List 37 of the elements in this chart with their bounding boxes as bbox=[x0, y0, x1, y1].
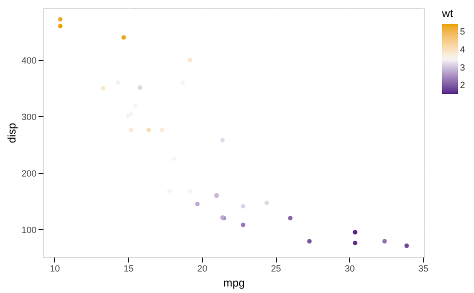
y-tick-label: 400 bbox=[21, 55, 36, 66]
x-tick-label: 25 bbox=[271, 264, 282, 274]
color-bar-label: 4 bbox=[460, 44, 466, 54]
point bbox=[58, 24, 63, 28]
x-tick-label: 30 bbox=[344, 264, 355, 274]
point bbox=[138, 85, 142, 90]
point bbox=[352, 230, 358, 234]
color-bar-title: wt bbox=[441, 8, 453, 20]
x-tick-label: 35 bbox=[418, 264, 428, 274]
point bbox=[188, 58, 192, 62]
point bbox=[307, 239, 312, 244]
y-axis-title: disp bbox=[6, 122, 18, 144]
y-tick-label: 300 bbox=[21, 112, 36, 122]
point bbox=[382, 239, 387, 244]
y-tick-label: 100 bbox=[21, 224, 36, 235]
point bbox=[220, 138, 225, 142]
point bbox=[146, 128, 151, 132]
color-bar-label: 3 bbox=[460, 62, 466, 72]
point bbox=[195, 202, 200, 206]
point bbox=[58, 17, 63, 22]
y-tick-label: 200 bbox=[21, 168, 36, 178]
point bbox=[128, 128, 134, 132]
x-tick-label: 20 bbox=[197, 264, 208, 274]
point bbox=[121, 35, 126, 40]
point bbox=[240, 222, 246, 228]
point bbox=[100, 86, 106, 90]
color-bar-label: 2 bbox=[460, 80, 466, 90]
point bbox=[264, 200, 269, 206]
point bbox=[288, 216, 292, 220]
x-tick-label: 15 bbox=[124, 264, 134, 274]
point bbox=[160, 128, 164, 132]
x-axis-title: mpg bbox=[223, 278, 245, 290]
x-tick-label: 10 bbox=[50, 264, 60, 274]
point bbox=[404, 244, 409, 248]
point bbox=[352, 240, 358, 246]
point bbox=[240, 204, 246, 208]
color-bar-label: 5 bbox=[460, 26, 466, 37]
